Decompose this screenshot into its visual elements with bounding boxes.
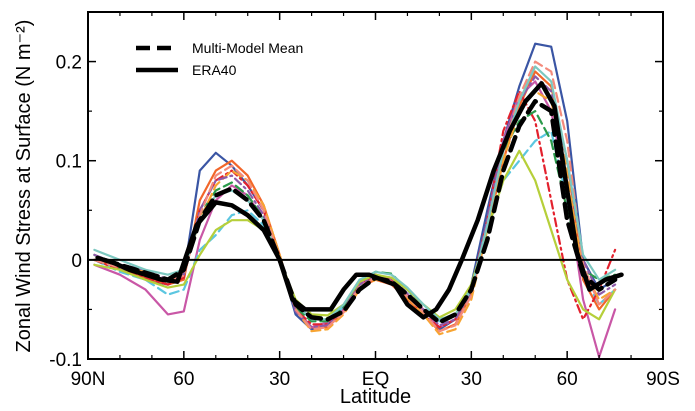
x-tick-label: 90N [71, 369, 106, 390]
plot-frame [87, 11, 664, 360]
legend-label: ERA40 [192, 62, 237, 78]
y-axis-title: Zonal Wind Stress at Surface (N m⁻²) [13, 20, 35, 353]
x-tick-label: 30 [269, 369, 290, 390]
x-tick-label: 60 [173, 369, 194, 390]
legend: Multi-Model Mean ERA40 [136, 40, 303, 78]
y-tick-label: -0.1 [49, 350, 82, 371]
axis-ticks: 90N 60 30 EQ 30 60 90S -0.1 0 0.1 0.2 [49, 12, 680, 390]
y-tick-label: 0.1 [56, 152, 82, 173]
legend-label: Multi-Model Mean [192, 40, 303, 56]
x-tick-label: EQ [362, 369, 389, 390]
x-tick-label: 30 [461, 369, 482, 390]
model-series-line-9 [93, 149, 617, 321]
x-axis-title: Latitude [340, 386, 411, 408]
model-series-line-3 [93, 80, 617, 359]
x-tick-label: 90S [646, 369, 680, 390]
series-layer [93, 42, 624, 359]
model-series-line-8 [93, 75, 617, 329]
y-tick-label: 0 [71, 251, 82, 272]
series-line-era40 [95, 81, 624, 320]
y-tick-label: 0.2 [56, 53, 82, 74]
x-tick-label: 60 [557, 369, 578, 390]
